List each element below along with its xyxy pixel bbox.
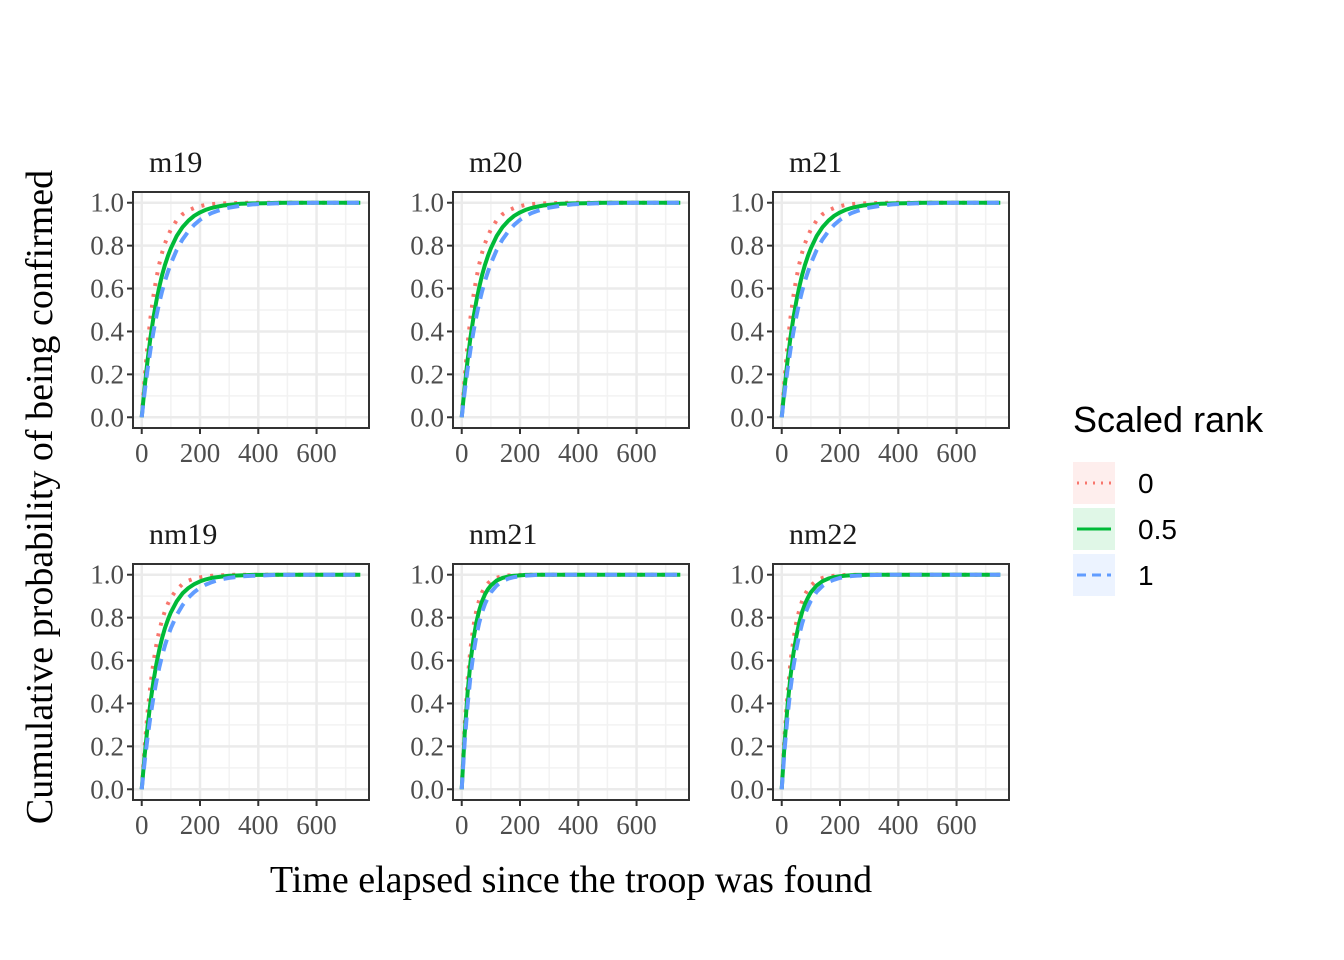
x-tick-label: 600 [616, 438, 657, 468]
y-tick-label: 0.8 [730, 603, 764, 633]
y-tick-label: 1.0 [90, 188, 124, 218]
x-tick-label: 200 [820, 438, 861, 468]
facet-panels: m19 0.0 0.2 0.4 0.6 0.8 1.0 0 200 400 600 m20 0.0 0.2… [90, 146, 1010, 840]
legend-label: 0.5 [1138, 514, 1177, 545]
facet-panel-nm19: nm19 0.0 0.2 0.4 0.6 0.8 1.0 0 200 400 600 [90, 518, 370, 840]
y-tick-label: 0.4 [410, 688, 444, 718]
x-tick-label: 0 [135, 438, 149, 468]
facet-panel-nm21: nm21 0.0 0.2 0.4 0.6 0.8 1.0 0 200 400 600 [410, 518, 690, 840]
series-line-1 [139, 572, 361, 790]
x-tick-label: 0 [455, 438, 469, 468]
facet-panel-m19: m19 0.0 0.2 0.4 0.6 0.8 1.0 0 200 400 600 [90, 146, 370, 468]
facet-title: m20 [469, 146, 522, 179]
x-tick-label: 600 [296, 438, 337, 468]
y-tick-label: 0.2 [410, 731, 444, 761]
y-tick-label: 0.4 [90, 688, 124, 718]
legend-entry-0: 0 [1073, 462, 1154, 504]
y-tick-label: 1.0 [410, 560, 444, 590]
x-tick-label: 600 [616, 810, 657, 840]
x-tick-label: 400 [878, 438, 919, 468]
legend-entry-0-5: 0.5 [1073, 508, 1177, 550]
facet-title: nm22 [789, 518, 857, 551]
x-tick-label: 200 [500, 810, 541, 840]
y-tick-label: 0.6 [730, 274, 764, 304]
y-tick-label: 1.0 [730, 560, 764, 590]
y-tick-label: 0.6 [90, 274, 124, 304]
series-line-1 [459, 572, 681, 790]
facet-title: m21 [789, 146, 842, 179]
y-tick-label: 0.2 [410, 359, 444, 389]
legend-entry-1: 1 [1073, 554, 1154, 596]
x-tick-label: 200 [500, 438, 541, 468]
x-tick-label: 400 [878, 810, 919, 840]
panel-border [772, 191, 1010, 429]
y-tick-label: 0.4 [730, 316, 764, 346]
panel-border [452, 191, 690, 429]
facet-panel-m20: m20 0.0 0.2 0.4 0.6 0.8 1.0 0 200 400 600 [410, 146, 690, 468]
panel-border [132, 563, 370, 801]
legend-label: 1 [1138, 560, 1154, 591]
y-tick-label: 0.6 [730, 646, 764, 676]
x-tick-label: 200 [820, 810, 861, 840]
facet-title: m19 [149, 146, 202, 179]
legend: Scaled rank 0 0.5 1 [1073, 399, 1264, 596]
x-tick-label: 0 [775, 438, 789, 468]
x-tick-label: 600 [296, 810, 337, 840]
y-tick-label: 0.8 [730, 231, 764, 261]
y-tick-label: 0.0 [410, 774, 444, 804]
y-tick-label: 0.2 [730, 359, 764, 389]
x-tick-label: 600 [936, 810, 977, 840]
x-tick-label: 600 [936, 438, 977, 468]
y-tick-label: 1.0 [730, 188, 764, 218]
facet-panel-nm22: nm22 0.0 0.2 0.4 0.6 0.8 1.0 0 200 400 600 [730, 518, 1010, 840]
y-tick-label: 0.2 [730, 731, 764, 761]
y-tick-label: 0.8 [90, 231, 124, 261]
y-tick-label: 0.0 [90, 774, 124, 804]
x-tick-label: 400 [558, 438, 599, 468]
y-tick-label: 0.4 [90, 316, 124, 346]
facet-title: nm21 [469, 518, 537, 551]
y-tick-label: 0.4 [410, 316, 444, 346]
y-tick-label: 0.0 [730, 402, 764, 432]
facet-panel-m21: m21 0.0 0.2 0.4 0.6 0.8 1.0 0 200 400 600 [730, 146, 1010, 468]
y-axis-title: Cumulative probability of being confirme… [19, 170, 61, 824]
y-tick-label: 0.6 [410, 274, 444, 304]
y-tick-label: 0.8 [410, 231, 444, 261]
series-line-1 [779, 572, 1001, 790]
x-tick-label: 0 [775, 810, 789, 840]
series-line-0 [779, 572, 1001, 790]
panel-border [132, 191, 370, 429]
y-tick-label: 1.0 [90, 560, 124, 590]
series-line-1 [139, 200, 361, 418]
x-tick-label: 400 [238, 438, 279, 468]
y-tick-label: 0.0 [730, 774, 764, 804]
y-tick-label: 0.6 [90, 646, 124, 676]
series-line-1 [459, 200, 681, 418]
x-tick-label: 200 [180, 810, 221, 840]
y-tick-label: 0.0 [90, 402, 124, 432]
legend-label: 0 [1138, 468, 1154, 499]
y-tick-label: 0.0 [410, 402, 444, 432]
y-tick-label: 0.8 [410, 603, 444, 633]
y-tick-label: 0.2 [90, 359, 124, 389]
panel-border [772, 563, 1010, 801]
x-tick-label: 400 [558, 810, 599, 840]
x-tick-label: 0 [455, 810, 469, 840]
y-tick-label: 0.8 [90, 603, 124, 633]
x-tick-label: 400 [238, 810, 279, 840]
legend-title: Scaled rank [1073, 399, 1264, 440]
panel-border [452, 563, 690, 801]
y-tick-label: 1.0 [410, 188, 444, 218]
facet-title: nm19 [149, 518, 217, 551]
x-tick-label: 200 [180, 438, 221, 468]
series-line-1 [779, 200, 1001, 418]
x-tick-label: 0 [135, 810, 149, 840]
y-tick-label: 0.2 [90, 731, 124, 761]
y-tick-label: 0.6 [410, 646, 444, 676]
y-tick-label: 0.4 [730, 688, 764, 718]
x-axis-title: Time elapsed since the troop was found [270, 859, 872, 901]
